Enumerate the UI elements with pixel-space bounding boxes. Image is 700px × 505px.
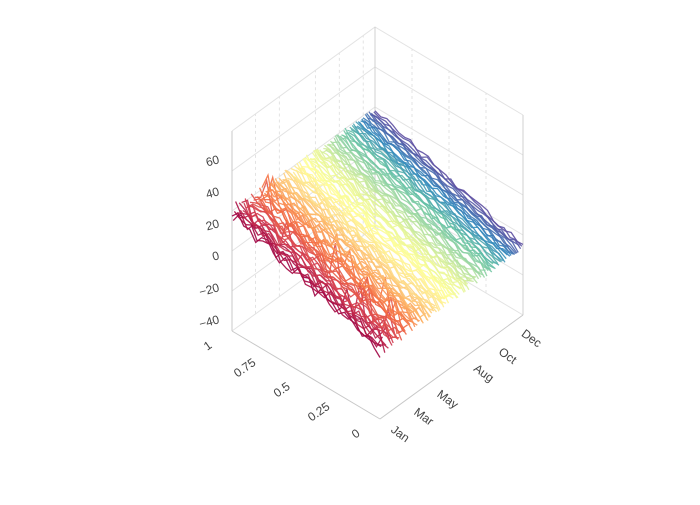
series-line [341, 134, 490, 270]
series-line [243, 202, 393, 346]
series-line [298, 161, 448, 300]
z-tick-label: 0 [211, 248, 221, 263]
series-line [233, 211, 383, 349]
x-tick-label: Oct [496, 345, 520, 368]
series-line [290, 167, 440, 312]
y-tick-label: 0 [349, 426, 363, 441]
series-line [333, 137, 483, 273]
series-line [372, 114, 522, 250]
x-tick-label: Jan [388, 422, 412, 445]
series-line [238, 202, 388, 340]
series-line [236, 212, 386, 353]
series-line [347, 129, 496, 270]
series-line [303, 157, 453, 296]
z-tick-label: −20 [197, 280, 221, 299]
x-tick-label: Dec [519, 326, 544, 350]
series-line [314, 149, 464, 287]
series-line [283, 172, 433, 314]
series-line [302, 158, 452, 299]
y-tick-label: 1 [201, 338, 215, 353]
series-line [232, 213, 382, 348]
series-line [292, 171, 442, 304]
series-line [331, 141, 481, 275]
series-line [326, 144, 476, 279]
series-line [244, 198, 394, 344]
y-axis-line [231, 330, 381, 420]
y-tick-label: 0.25 [305, 399, 332, 424]
y-tick-label: 0.75 [231, 355, 258, 380]
series-line [259, 187, 408, 330]
y-tick-label: 0.5 [271, 379, 293, 400]
z-tick-label: −40 [197, 312, 221, 331]
data-lines-layer [231, 110, 524, 358]
series-line [357, 121, 507, 260]
series-line [315, 149, 465, 293]
series-line [351, 124, 501, 263]
series-line [324, 144, 473, 280]
x-tick-label: Mar [411, 405, 436, 428]
series-line [276, 181, 426, 316]
series-line [271, 182, 420, 322]
series-line [284, 169, 434, 311]
series-line [231, 212, 381, 358]
series-line [289, 172, 438, 310]
x-tick-label: May [434, 387, 461, 412]
z-tick-label: 60 [204, 152, 221, 169]
z-tick-label: 40 [204, 184, 221, 201]
series-line [368, 111, 518, 254]
series-line [296, 162, 446, 300]
x-axis-line [379, 314, 524, 420]
series-line [320, 150, 470, 291]
series-line [366, 112, 516, 255]
series-line [370, 113, 519, 253]
series-line [360, 120, 509, 254]
series-line [255, 202, 405, 333]
z-tick-label: 20 [204, 216, 221, 233]
x-tick-label: Aug [471, 361, 497, 385]
series-line [350, 129, 500, 266]
series-line [318, 153, 467, 287]
series-line [334, 135, 484, 276]
series-line [374, 110, 524, 245]
series-line [250, 193, 400, 339]
grid-layer [231, 26, 524, 420]
series-line [281, 180, 430, 318]
series-line [345, 132, 495, 269]
series-line [316, 148, 466, 292]
series-line [277, 181, 427, 319]
series-line [363, 120, 513, 255]
